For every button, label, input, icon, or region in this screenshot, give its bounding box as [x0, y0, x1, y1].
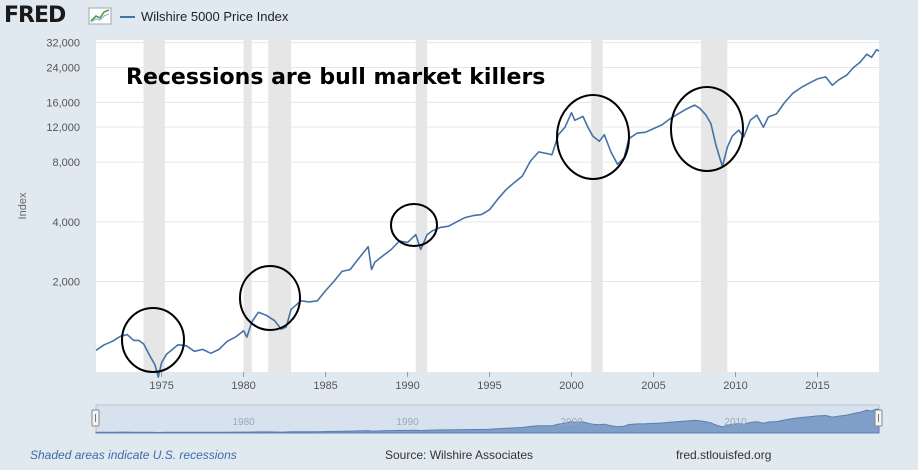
navigator-year-label: 2010 — [724, 417, 747, 428]
y-tick-label: 2,000 — [52, 277, 80, 289]
recession-band-1 — [243, 40, 252, 372]
x-tick-label: 1980 — [231, 380, 255, 392]
navigator-year-labels: 1980 1990 2000 2010 — [232, 417, 747, 428]
x-axis-tick-labels: 1975 1980 1985 1990 1995 2000 2005 2010 2015 — [149, 372, 830, 392]
site-link[interactable]: fred.stlouisfed.org — [676, 448, 772, 462]
y-tick-label: 32,000 — [46, 38, 80, 50]
chart-legend: Wilshire 5000 Price Index — [120, 9, 288, 24]
x-tick-label: 2010 — [723, 380, 747, 392]
series-line-wilshire-5000 — [95, 48, 880, 378]
x-tick-label: 1975 — [149, 380, 173, 392]
gridlines — [96, 42, 879, 283]
circle-2008-recession — [670, 86, 744, 172]
annotation-text: Recessions are bull market killers — [126, 65, 545, 90]
y-tick-label: 8,000 — [52, 157, 80, 169]
navigator-year-label: 2000 — [560, 417, 583, 428]
range-navigator[interactable]: 1980 1990 2000 2010 — [91, 404, 883, 434]
navigator-year-label: 1980 — [232, 417, 255, 428]
recession-band-2 — [268, 40, 292, 372]
source-credit[interactable]: Source: Wilshire Associates — [385, 448, 534, 462]
x-tick-label: 2015 — [805, 380, 829, 392]
plot-background — [96, 40, 879, 372]
fred-logo[interactable]: FRED — [4, 3, 66, 28]
x-tick-label: 2005 — [641, 380, 665, 392]
recession-band-5 — [701, 40, 728, 372]
circle-1974-recession — [121, 307, 185, 373]
navigator-year-label: 1990 — [396, 417, 419, 428]
circle-2001-recession — [556, 94, 630, 180]
circle-1981-recession — [239, 265, 301, 331]
x-tick-label: 1985 — [313, 380, 337, 392]
x-tick-label: 2000 — [559, 380, 583, 392]
y-tick-label: 4,000 — [52, 217, 80, 229]
circle-1990-recession — [390, 203, 438, 247]
y-axis-tick-labels: 2,000 4,000 8,000 12,000 16,000 24,000 32,000 — [46, 38, 80, 289]
x-tick-label: 1995 — [477, 380, 501, 392]
chart-header: FRED Wilshire 5000 Price Index — [0, 0, 918, 32]
legend-label: Wilshire 5000 Price Index — [141, 9, 289, 24]
y-tick-label: 24,000 — [46, 62, 80, 74]
chart-line-icon — [88, 7, 112, 25]
recession-band-0 — [143, 40, 165, 372]
y-tick-label: 16,000 — [46, 97, 80, 109]
recession-shading-note[interactable]: Shaded areas indicate U.S. recessions — [30, 448, 237, 462]
y-tick-label: 12,000 — [46, 122, 80, 134]
x-tick-label: 1990 — [395, 380, 419, 392]
recession-circles — [121, 86, 744, 373]
legend-swatch — [120, 15, 135, 18]
navigator-area — [95, 408, 880, 434]
y-axis-label: Index — [17, 192, 29, 219]
recession-band-4 — [591, 40, 603, 372]
